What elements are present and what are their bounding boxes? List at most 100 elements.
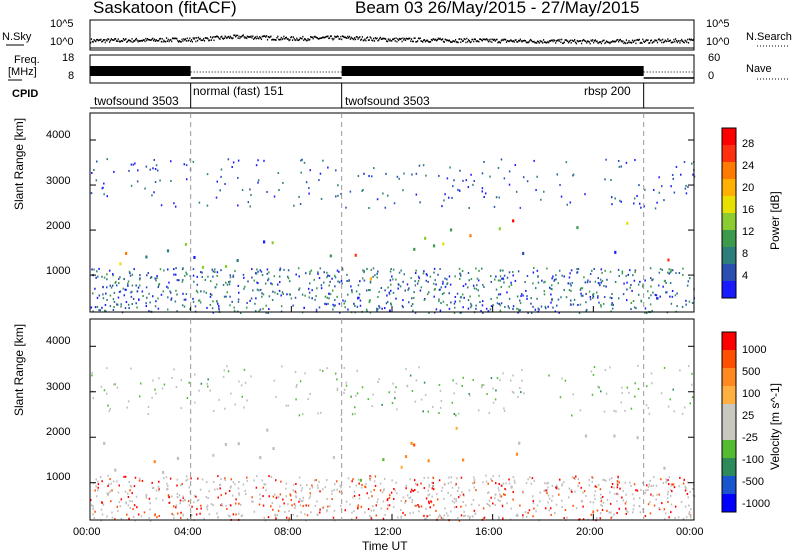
noise-point xyxy=(316,37,319,39)
power-speckle xyxy=(453,302,456,305)
vel-speckle xyxy=(172,514,175,517)
power-speckle xyxy=(95,179,98,182)
power-speckle xyxy=(433,271,435,274)
vel-speckle xyxy=(428,502,430,505)
vel-speckle xyxy=(459,494,461,497)
vel-speckle xyxy=(375,504,378,507)
vel-speckle xyxy=(220,494,223,497)
power-speckle xyxy=(544,280,546,283)
noise-point xyxy=(578,40,580,42)
power-speckle xyxy=(393,202,396,205)
vel-speckle xyxy=(468,393,470,396)
power-speckle xyxy=(391,275,393,278)
vel-speckle xyxy=(440,489,443,492)
power-speckle xyxy=(403,273,406,276)
noise-point xyxy=(392,38,394,41)
noise-point xyxy=(552,40,554,43)
power-speckle xyxy=(308,187,310,190)
noise-point xyxy=(514,39,516,42)
noise-point xyxy=(511,40,513,42)
power-speckle xyxy=(633,279,636,282)
vel-speckle xyxy=(579,409,582,412)
noise-point xyxy=(228,35,230,38)
power-speckle xyxy=(432,282,435,285)
power-speckle xyxy=(439,268,441,271)
power-speckle xyxy=(496,302,499,305)
noise-point xyxy=(508,40,510,43)
power-speckle xyxy=(440,302,442,305)
power-speckle xyxy=(671,295,674,298)
power-speckle xyxy=(437,273,439,276)
power-speckle xyxy=(610,303,613,306)
vel-speckle xyxy=(263,516,266,519)
power-speckle xyxy=(611,203,613,206)
vel-speckle xyxy=(503,409,506,412)
power-speckle xyxy=(490,280,493,283)
vel-speckle xyxy=(392,505,395,508)
power-speckle xyxy=(259,288,262,291)
noise-point xyxy=(624,41,626,44)
noise-point xyxy=(574,39,576,41)
noise-point xyxy=(196,37,198,39)
power-speckle xyxy=(614,197,616,200)
vel-speckle xyxy=(156,516,158,519)
power-speckle xyxy=(323,281,325,284)
noise-point xyxy=(253,37,256,39)
vel-speckle xyxy=(212,480,215,483)
power-speckle xyxy=(481,190,484,193)
power-speckle xyxy=(196,275,199,278)
power-speckle xyxy=(169,160,172,163)
vel-speckle xyxy=(190,514,193,517)
power-speckle xyxy=(137,286,140,289)
power-speckle xyxy=(618,165,621,168)
vel-speckle xyxy=(592,511,594,514)
noise-point xyxy=(473,38,476,40)
power-speckle xyxy=(662,285,664,288)
nsky-tick-bottom: 10^0 xyxy=(50,36,74,48)
power-speckle xyxy=(691,302,694,305)
noise-point xyxy=(650,39,653,42)
vel-speckle xyxy=(92,513,94,516)
vel-speckle xyxy=(180,484,182,487)
noise-point xyxy=(515,39,517,41)
vel-speckle xyxy=(308,497,311,500)
vel-speckle xyxy=(502,493,505,496)
vel-speckle xyxy=(387,504,389,507)
vel-speckle xyxy=(367,508,370,511)
vel-speckle xyxy=(272,495,275,498)
power-speckle xyxy=(280,305,283,308)
noise-point xyxy=(444,38,446,41)
vel-speckle xyxy=(318,511,321,514)
vel-speckle xyxy=(462,501,464,504)
power-speckle xyxy=(592,293,594,296)
vel-speckle xyxy=(326,497,328,500)
power-colorbar-swatch xyxy=(722,230,736,248)
vel-speckle xyxy=(322,488,324,491)
vel-speckle xyxy=(173,516,175,519)
vel-speckle xyxy=(529,476,531,479)
vel-speckle xyxy=(621,496,623,499)
power-speckle xyxy=(579,303,582,306)
vel-speckle xyxy=(250,375,252,378)
vel-speckle xyxy=(617,477,620,480)
vel-speckle xyxy=(182,514,185,517)
vel-speckle xyxy=(417,490,419,493)
power-speckle xyxy=(589,272,592,275)
power-speckle xyxy=(657,297,659,300)
vel-speckle xyxy=(618,507,621,510)
noise-point xyxy=(643,41,646,43)
noise-point xyxy=(209,39,211,42)
power-speckle xyxy=(522,176,525,179)
vel-speckle xyxy=(386,499,389,502)
vel-speckle xyxy=(644,492,647,495)
power-speckle xyxy=(265,311,267,314)
power-speckle xyxy=(490,297,492,300)
power-speckle xyxy=(473,180,476,183)
vel-speckle xyxy=(230,478,233,481)
noise-point xyxy=(284,38,286,40)
noise-point xyxy=(416,40,418,43)
vel-speckle xyxy=(353,490,356,493)
vel-speckle xyxy=(285,482,288,485)
noise-point xyxy=(664,39,666,42)
vel-speckle xyxy=(685,516,688,519)
